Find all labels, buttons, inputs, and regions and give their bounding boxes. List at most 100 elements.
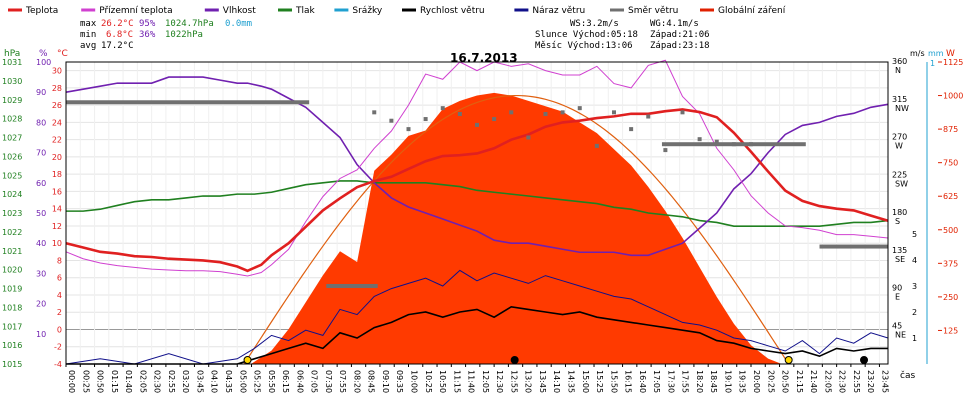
wind-dir-point	[560, 110, 565, 115]
axis-dir-label: SE	[895, 255, 905, 264]
axis-wm2-tick: 875	[943, 125, 958, 134]
stat-min-press: 1022hPa	[165, 30, 203, 40]
axis-degc-tick: 30	[52, 67, 62, 76]
x-tick-label: 16:40	[638, 370, 647, 393]
x-tick-label: 15:00	[581, 370, 590, 393]
x-tick-label: 04:35	[224, 370, 233, 393]
axis-dir-label: W	[895, 142, 903, 151]
series-tlak	[66, 180, 889, 228]
axis-degc-tick: 28	[52, 84, 62, 93]
axis-ms-unit: m/s	[910, 49, 925, 58]
x-tick-label: 17:05	[652, 370, 661, 393]
stat-max-temp: 26.2°C	[101, 19, 134, 29]
axis-wm2-tick: 375	[943, 259, 958, 268]
axis-degc-tick: -2	[54, 343, 62, 352]
wind-dir-point	[646, 114, 651, 119]
info-sunset: Západ:21:06	[650, 30, 710, 40]
axis-dir-label: NW	[895, 104, 909, 113]
axis-ms-tick: 2	[912, 308, 917, 317]
x-tick-label: 07:55	[338, 370, 347, 393]
axis-hpa-tick: 1030	[2, 77, 22, 86]
axis-degc-tick: 8	[57, 256, 62, 265]
axis-hpa-tick: 1017	[2, 322, 22, 331]
x-tick-label: 21:40	[809, 370, 818, 393]
axis-degc-tick: 12	[52, 222, 62, 231]
x-tick-label: 18:20	[695, 370, 704, 393]
axis-pct-tick: 50	[36, 209, 46, 218]
wind-dir-point	[457, 112, 462, 117]
axis-pct-tick: 70	[36, 149, 46, 158]
chart-title: 16.7.2013	[450, 51, 518, 65]
stat-avg-temp: 17.2°C	[101, 41, 134, 51]
axis-hpa-tick: 1019	[2, 285, 22, 294]
axis-dir-label: SW	[895, 179, 908, 188]
x-tick-label: 01:40	[124, 370, 133, 393]
info-moonset: Západ:23:18	[650, 41, 710, 51]
x-axis-label: čas	[900, 370, 915, 381]
series-naraz-vetru	[65, 269, 889, 365]
wind-dir-point	[406, 127, 411, 132]
axis-wm2-tick: 750	[943, 159, 958, 168]
axis-hpa-tick: 1021	[2, 247, 22, 256]
axis-dir-tick: 360	[892, 57, 907, 66]
x-tick-label: 08:20	[352, 370, 361, 393]
stat-max-press: 1024.7hPa	[165, 19, 214, 29]
x-tick-label: 13:20	[524, 370, 533, 393]
axis-wm2-tick: 125	[943, 326, 958, 335]
axis-dir-tick: 90	[892, 284, 902, 293]
wind-dir-point	[372, 110, 377, 115]
x-tick-label: 00:50	[96, 370, 105, 393]
x-tick-label: 03:20	[181, 370, 190, 393]
legend-label: Směr větru	[628, 6, 678, 16]
axis-degc-tick: 20	[52, 153, 62, 162]
wind-dir-point	[389, 118, 394, 123]
x-tick-label: 19:10	[723, 370, 732, 393]
x-tick-label: 17:30	[666, 370, 675, 393]
x-tick-label: 23:45	[880, 370, 889, 393]
x-tick-label: 13:45	[538, 370, 547, 393]
wind-dir-point	[714, 139, 719, 144]
axis-hpa-tick: 1022	[2, 228, 22, 237]
axis-pct-tick: 10	[36, 330, 46, 339]
info-sunrise: Slunce Východ:05:18	[535, 30, 638, 40]
axis-degc-tick: -4	[54, 360, 62, 369]
axis-wm2-tick: 1000	[943, 92, 963, 101]
x-tick-label: 05:25	[253, 370, 262, 393]
x-tick-label: 08:45	[367, 370, 376, 393]
axis-ms-tick: 1	[912, 334, 917, 343]
x-tick-label: 20:00	[752, 370, 761, 393]
wind-dir-point	[731, 142, 736, 147]
moonset-marker	[860, 356, 869, 364]
wind-dir-point	[492, 117, 497, 122]
info-ws: WS:3.2m/s	[570, 19, 619, 29]
x-tick-label: 19:35	[738, 370, 747, 393]
x-tick-label: 20:25	[766, 370, 775, 393]
axis-pct-tick: 90	[36, 88, 46, 97]
axis-hpa-tick: 1029	[2, 96, 22, 105]
x-tick-label: 02:30	[153, 370, 162, 393]
axis-ms-tick: 3	[912, 282, 917, 291]
x-tick-label: 07:30	[324, 370, 333, 393]
axis-degc-tick: 22	[52, 136, 62, 145]
x-tick-label: 01:15	[110, 370, 119, 393]
x-tick-label: 16:15	[624, 370, 633, 393]
axis-degc-tick: 18	[52, 170, 62, 179]
x-tick-label: 12:30	[495, 370, 504, 393]
legend-label: Tlak	[295, 6, 316, 16]
wind-dir-point	[680, 110, 685, 115]
stat-min-label: min	[80, 30, 96, 40]
x-tick-label: 22:05	[823, 370, 832, 393]
axis-dir-tick: 135	[892, 246, 907, 255]
x-tick-label: 09:10	[381, 370, 390, 393]
x-tick-label: 15:25	[595, 370, 604, 393]
x-tick-label: 05:00	[238, 370, 247, 393]
axis-dir-label: N	[895, 66, 901, 75]
wind-dir-point	[526, 135, 531, 140]
x-tick-label: 06:40	[295, 370, 304, 393]
x-tick-label: 11:40	[467, 370, 476, 393]
x-tick-label: 15:50	[609, 370, 618, 393]
legend-label: Globální záření	[718, 6, 786, 16]
wind-dir-point	[629, 127, 634, 132]
